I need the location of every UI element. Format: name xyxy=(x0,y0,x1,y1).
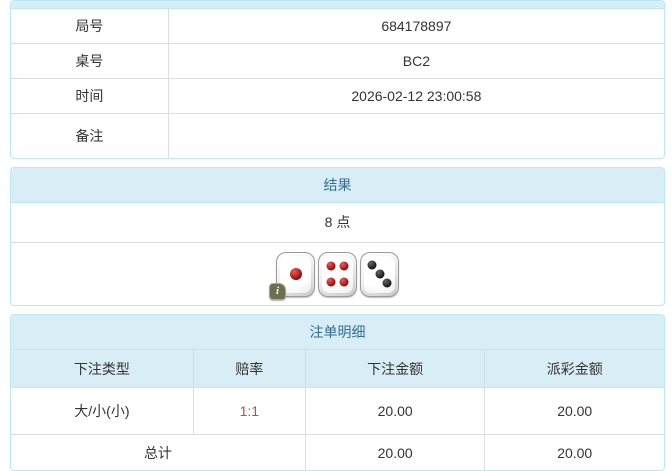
table-row: 时间 2026-02-12 23:00:58 xyxy=(11,78,664,114)
die-pip xyxy=(339,261,349,271)
die-3 xyxy=(360,251,399,297)
table-row: 备注 xyxy=(11,113,664,158)
die-pip xyxy=(289,268,302,280)
game-info-panel-heading-cutoff xyxy=(11,1,664,9)
total-bet-amount: 20.00 xyxy=(304,434,485,470)
bet-amount-value: 20.00 xyxy=(304,387,485,435)
die-pip xyxy=(375,269,384,279)
col-bet-type: 下注类型 xyxy=(11,350,194,388)
payout-amount-value: 20.00 xyxy=(484,387,664,435)
result-panel-title: 结果 xyxy=(11,168,664,203)
bet-details-table: 下注类型 赔率 下注金额 派彩金额 大/小(小) 1:1 20.00 20.00… xyxy=(11,350,664,470)
bet-table-header-row: 下注类型 赔率 下注金额 派彩金额 xyxy=(11,350,664,388)
info-icon[interactable]: i xyxy=(269,282,286,300)
die-pip xyxy=(382,278,392,288)
col-odds: 赔率 xyxy=(192,350,306,388)
col-payout-amount: 派彩金额 xyxy=(484,350,664,388)
die-1: i xyxy=(269,251,315,300)
time-label: 时间 xyxy=(11,78,169,114)
bet-details-title: 注单明细 xyxy=(11,315,664,350)
table-row: 桌号 BC2 xyxy=(11,43,664,79)
round-id-value: 684178897 xyxy=(381,18,452,34)
remark-label: 备注 xyxy=(11,113,169,158)
bet-type-value: 大/小(小) xyxy=(11,387,194,435)
odds-value: 1:1 xyxy=(192,387,306,435)
die-4 xyxy=(318,251,357,297)
die-pip xyxy=(367,260,377,270)
table-row: 局号 684178897 xyxy=(11,9,664,44)
die-pip xyxy=(326,261,336,271)
die-pip xyxy=(326,277,336,287)
die-face xyxy=(364,255,395,293)
game-info-panel: 局号 684178897 桌号 BC2 时间 2026-02-12 23:00:… xyxy=(10,0,665,159)
time-value: 2026-02-12 23:00:58 xyxy=(168,78,664,114)
total-label: 总计 xyxy=(143,444,172,461)
table-id-value: BC2 xyxy=(168,43,664,79)
table-id-label: 桌号 xyxy=(11,43,169,79)
result-panel: 结果 8 点 i xyxy=(10,167,665,306)
result-points: 8 点 xyxy=(11,203,664,243)
die-face xyxy=(322,255,353,293)
dice-row: i xyxy=(11,243,664,305)
total-row: 总计 20.00 20.00 xyxy=(11,434,664,470)
bet-details-panel: 注单明细 下注类型 赔率 下注金额 派彩金额 大/小(小) 1:1 20.00 … xyxy=(10,314,665,471)
round-id-label: 局号 xyxy=(11,9,169,44)
col-bet-amount: 下注金额 xyxy=(304,350,485,388)
die-pip xyxy=(339,277,349,287)
remark-value xyxy=(168,113,664,158)
game-info-table: 局号 684178897 桌号 BC2 时间 2026-02-12 23:00:… xyxy=(11,9,664,158)
total-payout-amount: 20.00 xyxy=(484,434,664,470)
bet-row: 大/小(小) 1:1 20.00 20.00 xyxy=(11,387,664,435)
